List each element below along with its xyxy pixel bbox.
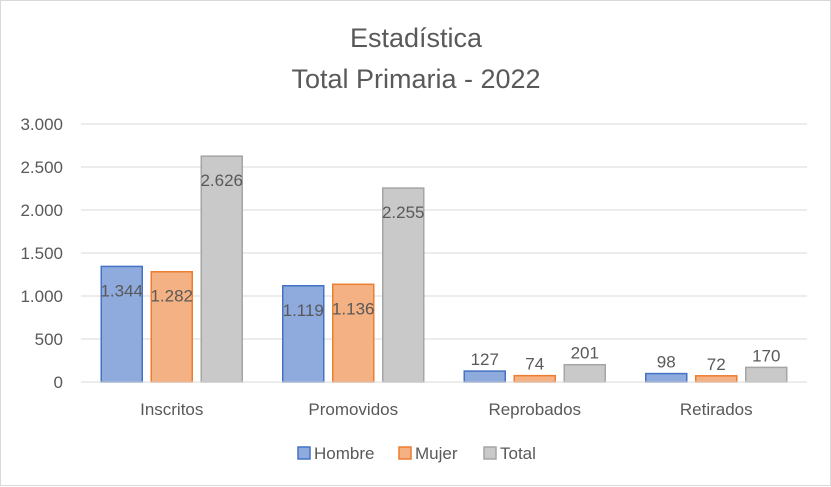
y-tick-label: 0 (54, 373, 63, 392)
chart-title-line: Total Primaria - 2022 (291, 64, 540, 94)
data-label: 72 (707, 355, 726, 374)
data-label: 74 (525, 355, 544, 374)
data-label: 1.119 (283, 301, 324, 320)
y-tick-label: 3.000 (20, 115, 63, 134)
bar-hombre-retirados (645, 372, 688, 383)
data-label: 98 (657, 353, 676, 372)
bar-mujer-reprobados (513, 374, 556, 383)
bar-mujer-promovidos (332, 283, 375, 383)
legend-label: Hombre (314, 444, 374, 463)
data-label: 201 (571, 344, 599, 363)
y-tick-label: 2.000 (20, 201, 63, 220)
x-category-label: Reprobados (488, 400, 581, 419)
bar-mujer-retirados (695, 375, 738, 383)
data-label: 1.344 (100, 281, 143, 300)
y-tick-label: 1.500 (20, 244, 63, 263)
data-label: 2.255 (382, 203, 425, 222)
data-label: 170 (752, 346, 780, 365)
bar-total-reprobados (563, 363, 606, 383)
data-label: 1.282 (150, 287, 193, 306)
legend-swatch-mujer (398, 446, 412, 460)
bar-total-promovidos (382, 187, 425, 383)
bar-total-retirados (745, 366, 788, 383)
y-tick-label: 1.000 (20, 287, 63, 306)
data-label: 127 (471, 350, 499, 369)
bar-mujer-inscritos (150, 270, 193, 383)
bar-total-inscritos (200, 155, 243, 383)
y-tick-label: 2.500 (20, 158, 63, 177)
x-category-label: Inscritos (140, 400, 203, 419)
chart-title-line: Estadística (350, 23, 483, 53)
y-tick-label: 500 (35, 330, 63, 349)
data-label: 2.626 (200, 171, 243, 190)
legend-swatch-total (483, 446, 497, 460)
legend-swatch-hombre (297, 446, 311, 460)
data-label: 1.136 (332, 299, 375, 318)
x-category-label: Promovidos (308, 400, 398, 419)
bar-hombre-reprobados (463, 370, 506, 383)
legend-label: Mujer (415, 444, 458, 463)
legend-label: Total (500, 444, 536, 463)
x-category-label: Retirados (680, 400, 753, 419)
